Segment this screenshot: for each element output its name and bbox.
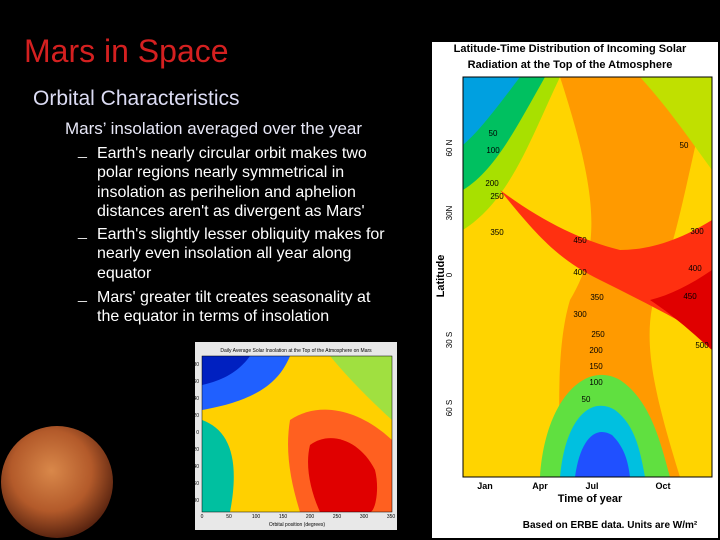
bullet-text: polar regions nearly symmetrical in (97, 164, 345, 182)
x-tick-label: 100 (252, 514, 261, 520)
y-tick-label: 60 N (445, 139, 454, 156)
x-tick-label: Oct (655, 481, 670, 491)
mars-contours (202, 356, 392, 512)
contour-label: 50 (489, 129, 498, 138)
x-tick-label: Jul (585, 481, 598, 491)
mars-plot-frame (201, 355, 393, 513)
contour-label: 50 (582, 395, 591, 404)
bullet-text: equator (97, 264, 152, 282)
x-tick-label: 50 (226, 514, 232, 520)
bullet-marker: _ (78, 286, 87, 303)
y-tick-label: 40 (193, 396, 199, 402)
x-tick-label: 300 (360, 514, 369, 520)
y-tick-label: -40 (192, 464, 199, 470)
x-tick-label: 200 (306, 514, 315, 520)
earth-contours (463, 77, 712, 477)
y-tick-label: 20 (193, 413, 199, 419)
y-tick-label: -20 (192, 447, 199, 453)
bullet-text: Earth's slightly lesser obliquity makes … (97, 226, 385, 243)
contour-label: 500 (695, 341, 709, 350)
figure-title: Latitude-Time Distribution of Incoming S… (454, 43, 687, 55)
heading: Mars’ insolation averaged over the year (65, 119, 363, 138)
y-tick-label: 60 S (445, 400, 454, 416)
contour-label: 400 (573, 268, 587, 277)
contour-label: 100 (486, 146, 500, 155)
contour-label: 450 (573, 236, 587, 245)
y-tick-label: -60 (192, 481, 199, 487)
contour-label: 300 (573, 310, 587, 319)
y-tick-label: 0 (445, 272, 454, 277)
x-tick-label: Apr (532, 481, 548, 491)
bullet-text: Mars' greater tilt creates seasonality a… (97, 289, 371, 306)
y-tick-label: -80 (192, 498, 199, 504)
figure-title: Daily Average Solar Insolation at the To… (220, 348, 372, 354)
contour-label: 150 (589, 362, 603, 371)
y-tick-label: 80 (193, 362, 199, 368)
x-tick-label: 150 (279, 514, 288, 520)
x-tick-label: 350 (387, 514, 396, 520)
slide-title: Mars in Space (24, 33, 229, 69)
contour-label: 450 (683, 292, 697, 301)
bullet-text: insolation as perihelion and aphelion (97, 183, 356, 201)
y-tick-label: 30 S (445, 332, 454, 348)
contour-label: 50 (680, 141, 689, 150)
contour-label: 250 (490, 192, 504, 201)
earth-plot-frame (462, 76, 713, 478)
contour-label: 250 (591, 330, 605, 339)
bullet-marker: _ (78, 142, 87, 159)
footnote: Based on ERBE data. Units are W/m² (523, 520, 698, 531)
bullet-text: nearly even insolation all year along (97, 245, 352, 263)
x-tick-label: 250 (333, 514, 342, 520)
x-tick-label: Jan (477, 481, 493, 491)
y-axis-label: Latitude (degrees) (180, 413, 186, 454)
y-tick-label: 0 (196, 430, 199, 436)
subtitle: Orbital Characteristics (33, 87, 240, 110)
contour-label: 200 (589, 346, 603, 355)
bullet-text: Earth's nearly circular orbit makes two (97, 145, 367, 162)
bullet-text: the equator in terms of insolation (97, 308, 330, 326)
y-tick-label: 60 (193, 379, 199, 385)
contour-label: 200 (485, 179, 499, 188)
y-tick-label: 30N (445, 205, 454, 220)
contour-label: 350 (590, 293, 604, 302)
contour-label: 400 (688, 264, 702, 273)
contour-label: 100 (589, 378, 603, 387)
contour-label: 300 (690, 227, 704, 236)
x-axis-label: Orbital position (degrees) (269, 522, 325, 528)
x-tick-label: 0 (201, 514, 204, 520)
x-axis-label: Time of year (558, 493, 623, 505)
bullet-marker: _ (78, 223, 87, 240)
y-axis-label: Latitude (435, 255, 447, 298)
bullet-text: distances aren't as divergent as Mars' (97, 202, 365, 220)
contour-label: 350 (490, 228, 504, 237)
figure-title: Radiation at the Top of the Atmosphere (468, 59, 673, 71)
mars-photo (1, 426, 113, 538)
